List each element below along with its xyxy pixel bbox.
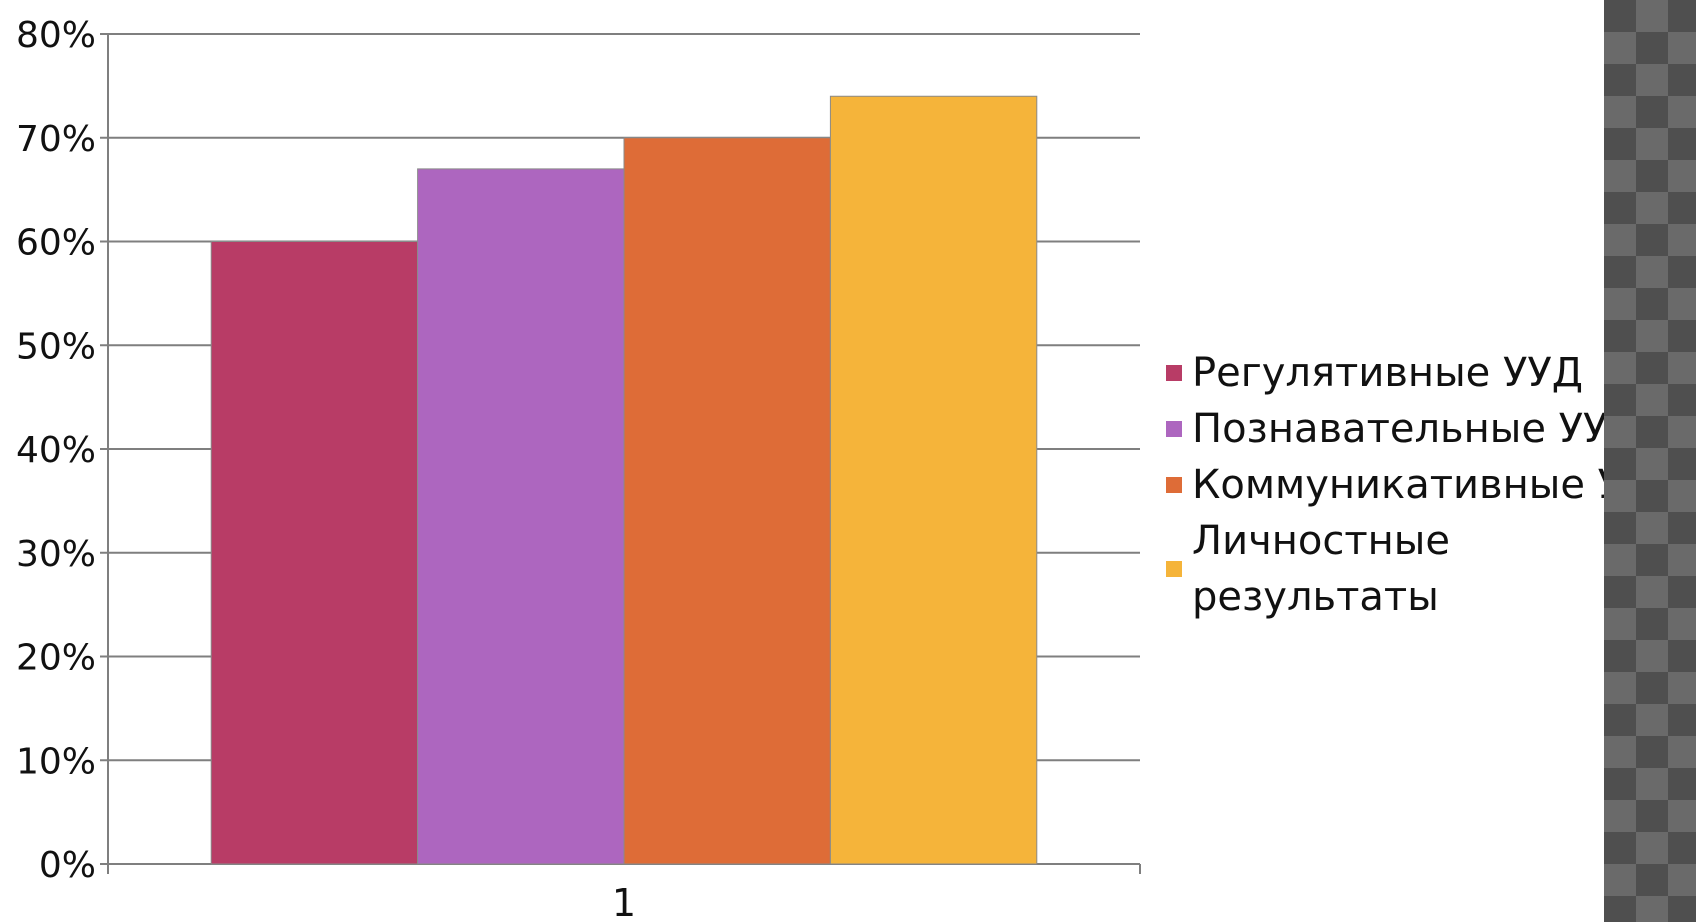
legend-item-communicative: Коммуникативные Ууд <box>1166 457 1696 513</box>
chart-legend: Регулятивные УУД Познавательные УУД Комм… <box>1166 345 1696 625</box>
legend-item-personal: Личностные результаты <box>1166 513 1492 625</box>
legend-label-communicative: Коммуникативные Ууд <box>1192 462 1674 508</box>
legend-item-regulative: Регулятивные УУД <box>1166 345 1696 401</box>
y-tick-label: 60% <box>16 223 96 264</box>
legend-swatch-cognitive <box>1166 421 1182 437</box>
legend-swatch-communicative <box>1166 477 1182 493</box>
y-tick-label: 50% <box>16 326 96 367</box>
y-tick-label: 40% <box>16 430 96 471</box>
y-tick-label: 0% <box>39 845 96 886</box>
y-tick-label: 70% <box>16 119 96 160</box>
legend-label-regulative: Регулятивные УУД <box>1192 350 1583 396</box>
bar-2 <box>417 168 625 865</box>
y-tick-label: 30% <box>16 534 96 575</box>
legend-label-personal: Личностные результаты <box>1192 518 1450 620</box>
legend-swatch-regulative <box>1166 365 1182 381</box>
y-tick-label: 20% <box>16 638 96 679</box>
legend-item-cognitive: Познавательные УУД <box>1166 401 1696 457</box>
y-tick-label: 80% <box>16 15 96 56</box>
bar-1 <box>210 241 419 865</box>
x-tick-label: 1 <box>612 881 636 922</box>
decorative-side-pattern <box>1604 0 1696 922</box>
legend-label-cognitive: Познавательные УУД <box>1192 406 1639 452</box>
legend-swatch-personal <box>1166 561 1182 577</box>
y-tick-label: 10% <box>16 741 96 782</box>
bar-4 <box>829 95 1038 865</box>
bar-3 <box>623 137 831 865</box>
